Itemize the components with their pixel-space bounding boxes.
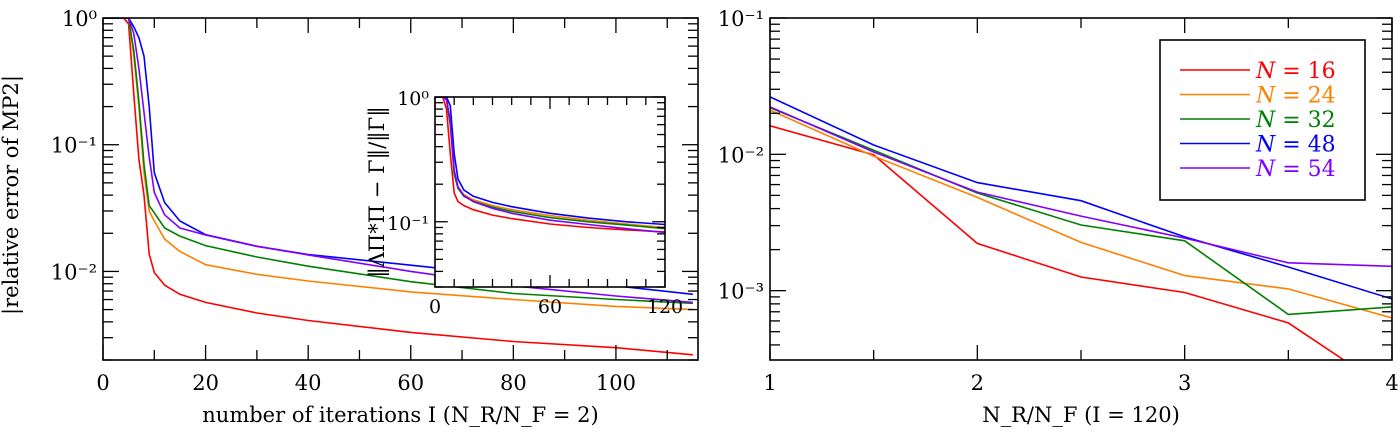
series-line-N16: [770, 125, 1346, 360]
legend-value: = 32: [1275, 108, 1335, 133]
x-tick-label: 100: [596, 371, 636, 395]
plot-frame: [434, 96, 666, 288]
x-tick-label: 4: [1385, 371, 1398, 395]
legend-label: N = 32: [1255, 108, 1336, 133]
y-tick-label: 10⁻¹: [718, 7, 764, 31]
legend-var: N: [1255, 157, 1276, 182]
legend-var: N: [1255, 59, 1276, 84]
series-line-N48: [435, 97, 665, 226]
series-line-N24: [770, 109, 1392, 319]
x-tick-label: 3: [1178, 371, 1191, 395]
legend-label: N = 16: [1255, 59, 1336, 84]
y-tick-label: 10⁻²: [718, 143, 764, 167]
y-tick-label: 10⁻²: [51, 260, 97, 284]
legend-label: N = 24: [1255, 84, 1336, 109]
series-line-N32: [770, 106, 1392, 316]
y-tick-label: 10⁻³: [718, 280, 764, 304]
y-tick-label: 10⁻¹: [387, 213, 429, 235]
y-tick-label: 10⁰: [397, 88, 429, 110]
x-tick-label: 0: [96, 371, 109, 395]
left-chart: 0 20 40 60 80 100 10⁰ 10⁻¹ 10⁻² |relative error o…: [0, 7, 699, 427]
legend-label: N = 48: [1255, 133, 1336, 158]
legend-value: = 16: [1275, 59, 1335, 84]
series-line-N16: [435, 97, 665, 233]
x-tick-label: 80: [500, 371, 527, 395]
x-axis-label: number of iterations I (N_R/N_F = 2): [202, 403, 598, 427]
series-line-N54: [435, 97, 665, 234]
plot-frame: [102, 17, 699, 361]
x-tick-label: 60: [538, 296, 562, 318]
plot-frame: [769, 17, 1393, 361]
x-tick-label: 2: [971, 371, 984, 395]
legend-value: = 54: [1275, 157, 1335, 182]
x-tick-label: 40: [295, 371, 322, 395]
x-axis-label: N_R/N_F (I = 120): [982, 403, 1180, 427]
legend-var: N: [1255, 133, 1276, 158]
y-tick-label: 10⁻¹: [51, 134, 97, 158]
legend-var: N: [1255, 108, 1276, 133]
series-line-N48: [770, 96, 1392, 300]
x-tick-label: 1: [763, 371, 776, 395]
y-tick-label: 10⁰: [62, 7, 97, 31]
legend-label: N = 54: [1255, 157, 1336, 182]
x-tick-label: 60: [397, 371, 424, 395]
legend-value: = 48: [1275, 133, 1335, 158]
inset-chart: 0 60 120 10⁰ 10⁻¹‖ΛΠ*Π − Γ‖/‖Γ‖: [365, 88, 683, 318]
legend-var: N: [1255, 84, 1276, 109]
legend-value: = 24: [1275, 84, 1335, 109]
x-tick-label: 20: [192, 371, 219, 395]
inset-background: [435, 97, 665, 287]
right-chart: 1 2 3 410⁻¹10⁻²10⁻³N_R/N_F (I = 120)N = 16N…: [718, 7, 1399, 427]
y-axis-label: |relative error of MP2|: [0, 75, 24, 315]
legend: N = 16N = 24N = 32N = 48N = 54: [1159, 39, 1366, 201]
series-line-N54: [770, 106, 1392, 268]
x-tick-label: 120: [647, 296, 683, 318]
legend-box: [1159, 39, 1366, 201]
y-axis-label: ‖ΛΠ*Π − Γ‖/‖Γ‖: [365, 106, 390, 277]
series-line-N16: [103, 18, 693, 356]
x-tick-label: 0: [429, 296, 441, 318]
